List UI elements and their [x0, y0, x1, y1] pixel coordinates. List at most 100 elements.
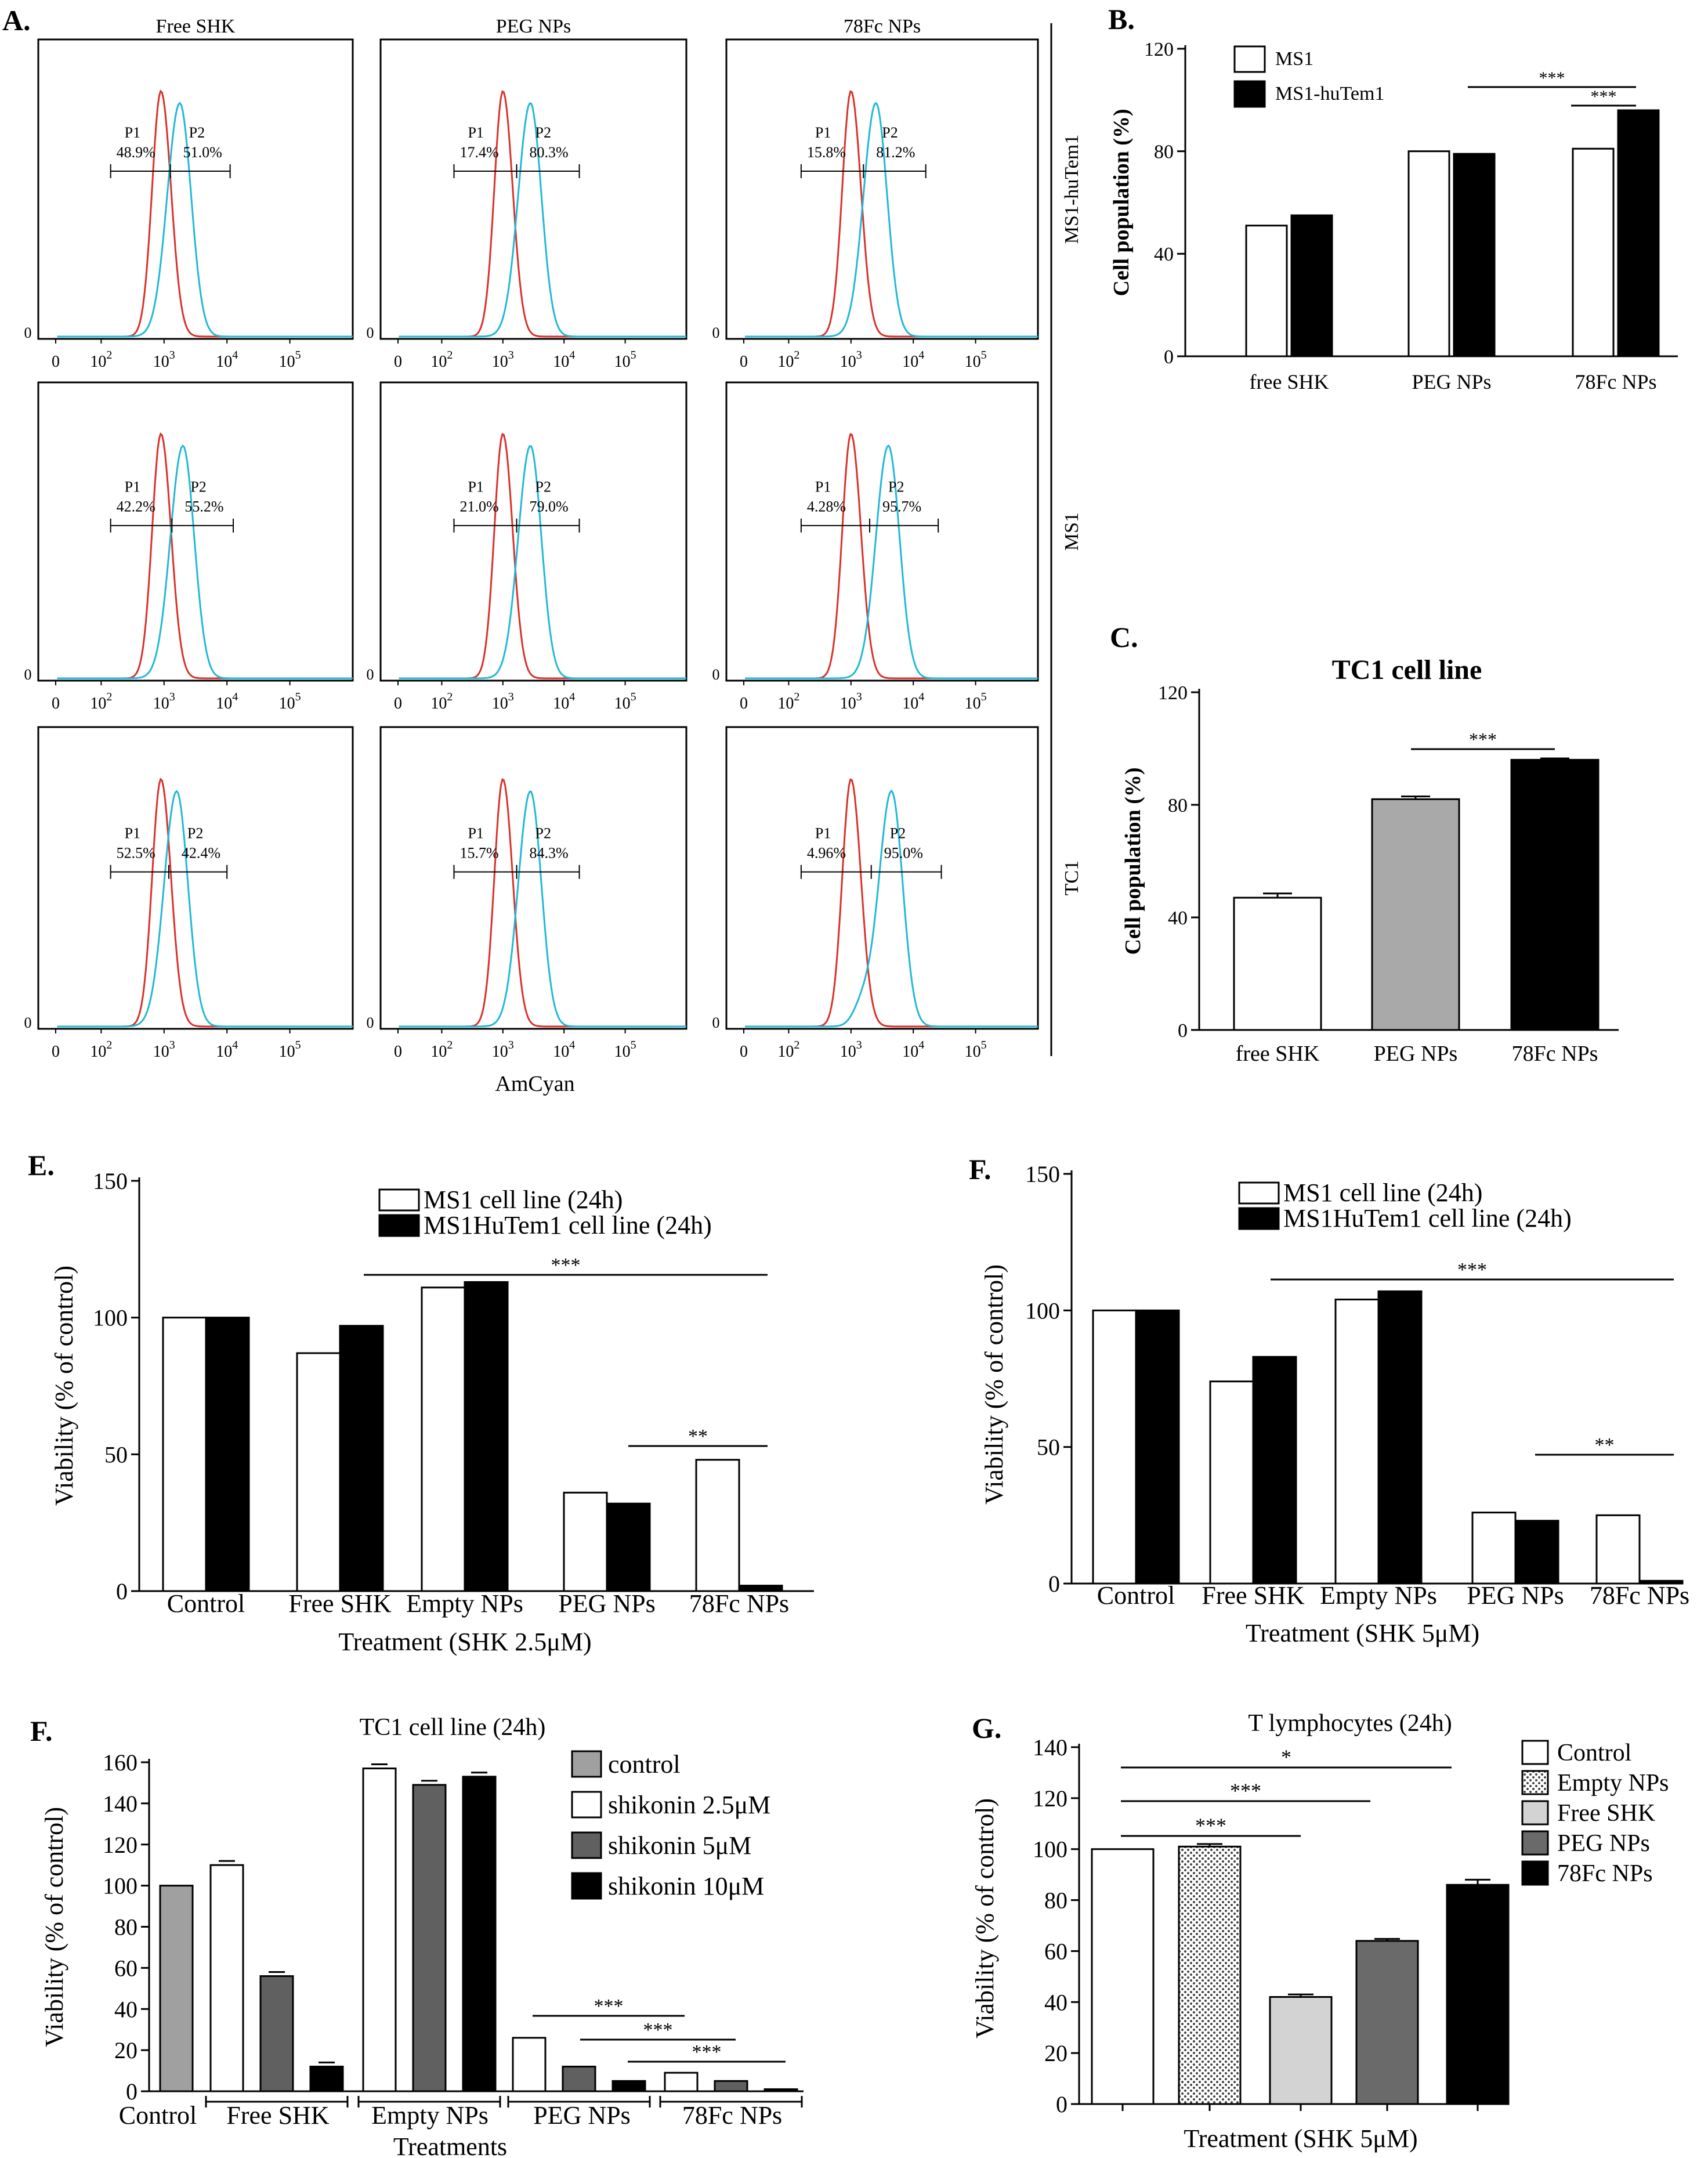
x-axis-label: Treatment (SHK 5μM): [1246, 1619, 1479, 1647]
bar-ms1: [1407, 150, 1450, 357]
y-tick-label: 20: [1044, 2040, 1068, 2066]
column-title: Free SHK: [156, 16, 236, 37]
x-category-label: PEG NPs: [558, 1589, 656, 1618]
y-zero-label: 0: [712, 1014, 720, 1031]
bar-free-shk: [1233, 897, 1322, 1031]
bar-ms1: [1572, 147, 1615, 357]
y-tick-label: 50: [104, 1441, 128, 1467]
bar-peg-nps: [562, 2065, 596, 2092]
tick-exponent: 5: [981, 691, 987, 703]
tick-exponent: 4: [569, 349, 575, 362]
x-category-label: PEG NPs: [533, 2101, 631, 2130]
y-axis-label: Cell population (%): [1109, 109, 1134, 296]
bar-empty-nps: [362, 1767, 397, 2092]
tick-exponent: 4: [569, 691, 575, 703]
x-tick-label: 105: [279, 691, 301, 713]
tick-exponent: 3: [169, 1039, 175, 1051]
tick-exponent: 2: [794, 349, 799, 362]
bar-78fc-nps: [1510, 758, 1600, 1031]
x-tick-label: 0: [740, 1043, 748, 1061]
x-tick-label: 105: [614, 1039, 636, 1061]
tick-exponent: 3: [856, 691, 862, 703]
legend-swatch: [1521, 1860, 1549, 1886]
gate-percent: 42.4%: [182, 845, 220, 862]
y-tick-label: 160: [103, 1749, 137, 1776]
x-tick-label: 104: [553, 1039, 575, 1061]
cyan-sample-curve: [745, 102, 1038, 338]
y-axis-label: Cell population (%): [1121, 767, 1145, 955]
y-axis-label: Viability (% of control): [40, 1807, 68, 2047]
legend-swatch: [1238, 1207, 1280, 1230]
significance-c1-stars: ***: [1469, 729, 1497, 750]
tick-exponent: 4: [232, 691, 238, 703]
y-tick-label: 80: [1154, 142, 1174, 163]
gate-percent: 17.4%: [459, 144, 498, 161]
x-tick-label: 103: [492, 349, 514, 371]
panel-label-e: F.: [969, 1153, 991, 1185]
gate-percent: 55.2%: [184, 498, 223, 515]
legend-swatch: [571, 1872, 602, 1900]
x-category-label: 78Fc NPs: [1575, 370, 1656, 393]
bar-ms1: [1245, 225, 1288, 357]
x-category-label: Empty NPs: [406, 1589, 523, 1618]
x-tick-label: 105: [614, 349, 636, 371]
legend-label: MS1-huTem1: [1275, 83, 1384, 104]
y-tick-label: 80: [114, 1914, 137, 1940]
significance-f1-stars: ***: [594, 1996, 624, 2017]
x-category-label: 78Fc NPs: [1512, 1042, 1598, 1066]
x-category-label: PEG NPs: [1467, 1581, 1564, 1610]
legend-label: MS1HuTem1 cell line (24h): [424, 1211, 712, 1239]
tick-exponent: 5: [295, 349, 301, 362]
tick-exponent: 5: [981, 349, 987, 362]
legend-label: shikonin 5μM: [608, 1831, 751, 1860]
gate-percent: 84.3%: [530, 845, 569, 862]
y-tick-label: 0: [126, 2079, 137, 2105]
significance-e2-stars: **: [1595, 1434, 1615, 1456]
gate-percent: 95.7%: [882, 498, 921, 515]
x-tick-label: 103: [840, 349, 862, 371]
tick-exponent: 3: [508, 691, 514, 703]
x-tick-label: 105: [279, 349, 301, 371]
gate-percent: 15.7%: [459, 845, 498, 862]
tick-exponent: 3: [169, 691, 175, 703]
x-tick-label: 0: [52, 353, 60, 371]
y-tick-label: 0: [1056, 2091, 1068, 2117]
bar-78fc-nps: [1595, 1514, 1641, 1585]
x-tick-label: 105: [965, 349, 987, 371]
x-tick-label: 0: [52, 1043, 60, 1061]
bar-78fc-nps: [1638, 1579, 1684, 1585]
significance-g2-stars: ***: [1230, 1779, 1261, 1802]
chart-title: TC1 cell line: [1332, 655, 1482, 685]
legend-swatch: [1238, 1181, 1280, 1205]
tick-exponent: 2: [106, 349, 112, 362]
x-tick-label: 0: [394, 695, 402, 713]
tick-exponent: 2: [447, 1039, 453, 1051]
cyan-sample-curve: [399, 445, 686, 679]
tick-exponent: 2: [106, 1039, 112, 1051]
histogram-frame: [725, 38, 1039, 340]
bar-empty-nps: [462, 1776, 497, 2092]
bar-free-shk: [1252, 1355, 1297, 1585]
bar-peg-nps: [512, 2037, 547, 2092]
legend-label: Control: [1557, 1740, 1631, 1766]
y-tick-label: 100: [1025, 1297, 1060, 1324]
x-category-label: Free SHK: [1202, 1581, 1304, 1610]
y-zero-label: 0: [712, 324, 720, 341]
y-tick-label: 80: [1168, 795, 1188, 816]
legend-swatch: [1521, 1740, 1549, 1765]
tick-exponent: 2: [794, 1039, 799, 1051]
chart-title: T lymphocytes (24h): [1248, 1710, 1452, 1737]
gate-label: P2: [535, 825, 551, 842]
bar-peg-nps: [1471, 1512, 1517, 1585]
y-tick-label: 120: [1158, 682, 1188, 704]
gate-label: P1: [468, 825, 483, 842]
x-tick-label: 102: [430, 691, 453, 713]
gate-label: P1: [468, 479, 483, 496]
histogram-frame: [37, 381, 354, 682]
bar-free-shk: [1209, 1380, 1254, 1585]
gate-label: P2: [535, 124, 551, 141]
tick-exponent: 4: [918, 1039, 924, 1051]
y-zero-label: 0: [367, 666, 374, 683]
cyan-sample-curve: [57, 102, 353, 338]
